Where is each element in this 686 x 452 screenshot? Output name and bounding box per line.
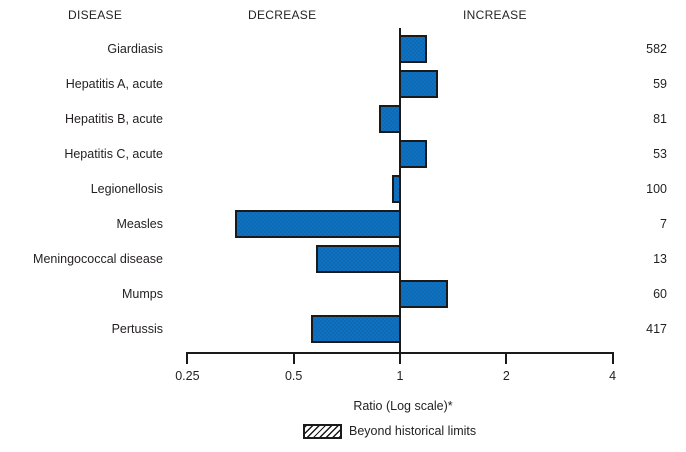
x-tick-label: 0.5 [284, 369, 303, 383]
disease-label: Meningococcal disease [33, 252, 163, 266]
disease-label: Mumps [122, 287, 163, 301]
disease-label: Pertussis [111, 322, 163, 336]
case-count: 59 [653, 77, 667, 91]
column-header-disease: DISEASE [68, 8, 123, 22]
x-tick-label: 0.25 [175, 369, 200, 383]
disease-label: Hepatitis C, acute [64, 147, 163, 161]
disease-label: Giardiasis [107, 42, 163, 56]
ratio-bar [399, 140, 427, 168]
case-count: 417 [646, 322, 667, 336]
ratio-bar [378, 105, 401, 133]
ratio-bar [311, 315, 401, 343]
disease-label: Hepatitis B, acute [65, 112, 163, 126]
ratio-bar [316, 245, 401, 273]
x-tick-label: 1 [396, 369, 404, 383]
x-axis-title: Ratio (Log scale)* [353, 399, 453, 413]
ratio-bar [234, 210, 401, 238]
case-count: 100 [646, 182, 667, 196]
legend-label: Beyond historical limits [349, 424, 477, 438]
x-tick-mark [611, 352, 614, 364]
case-count: 81 [653, 112, 667, 126]
x-tick-mark [186, 352, 189, 364]
ratio-bar [392, 175, 401, 203]
column-header-increase: INCREASE [463, 8, 527, 22]
x-tick-label: 2 [502, 369, 510, 383]
x-tick-mark [292, 352, 295, 364]
disease-label: Legionellosis [90, 182, 163, 196]
case-count: 60 [653, 287, 667, 301]
case-count: 582 [646, 42, 667, 56]
ratio-bar [399, 280, 449, 308]
ratio-bar [399, 70, 438, 98]
ratio-bar [399, 35, 427, 63]
disease-label: Measles [116, 217, 163, 231]
case-count: 7 [660, 217, 667, 231]
legend: Beyond historical limits [303, 423, 476, 439]
diagonal-hatch-swatch [303, 423, 342, 439]
disease-label: Hepatitis A, acute [65, 77, 163, 91]
case-count: 13 [653, 252, 667, 266]
x-tick-label: 4 [609, 369, 617, 383]
column-header-decrease: DECREASE [248, 8, 317, 22]
x-tick-mark [505, 352, 508, 364]
case-count: 53 [653, 147, 667, 161]
